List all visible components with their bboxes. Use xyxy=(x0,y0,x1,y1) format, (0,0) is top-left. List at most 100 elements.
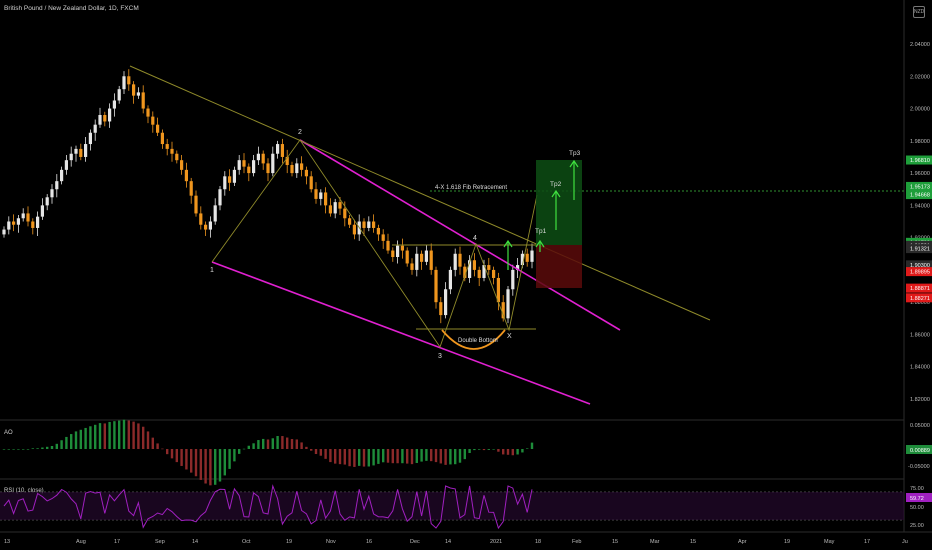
candle-body xyxy=(160,132,164,145)
ao-bar xyxy=(175,449,178,463)
ao-bar xyxy=(439,449,442,464)
time-tick-label: Feb xyxy=(572,539,581,545)
ao-bar xyxy=(223,449,226,476)
candle-body xyxy=(506,289,510,319)
ao-bar xyxy=(113,421,116,449)
ao-bar xyxy=(334,449,337,464)
candle-body xyxy=(280,144,284,157)
candle-body xyxy=(112,100,116,109)
candle-body xyxy=(108,108,112,122)
ao-bar xyxy=(204,449,207,484)
ao-bar xyxy=(17,449,20,450)
time-tick-label: 17 xyxy=(864,539,870,545)
candle-body xyxy=(256,153,260,161)
ao-bar xyxy=(228,449,231,469)
candle-body xyxy=(45,197,49,206)
price-tag-label: 1.95173 xyxy=(910,184,930,190)
ao-bar xyxy=(266,439,270,449)
rsi-value-tag: 59.72 xyxy=(910,496,924,502)
candle-body xyxy=(84,144,88,157)
candle-body xyxy=(93,124,97,133)
ao-bar xyxy=(324,449,327,459)
candle-body xyxy=(199,213,203,225)
candle-body xyxy=(223,176,227,190)
ao-bar xyxy=(233,449,236,462)
price-tag-bg xyxy=(906,244,932,254)
candle-body xyxy=(266,163,270,174)
candle-body xyxy=(136,92,140,96)
ao-bar xyxy=(247,445,250,449)
price-tags: 1.968101.951731.946681.917091.915211.913… xyxy=(906,155,932,303)
ao-bar xyxy=(74,431,78,449)
ao-bar xyxy=(142,426,145,449)
candle-body xyxy=(386,240,390,251)
ao-value-tag: 0.00889 xyxy=(910,448,930,454)
candle-body xyxy=(525,253,529,262)
ao-bar xyxy=(262,438,265,449)
ao-bar xyxy=(286,437,289,449)
ao-bar xyxy=(314,449,318,455)
candle-body xyxy=(156,124,160,133)
ao-bar xyxy=(161,448,164,450)
candle-body xyxy=(309,176,313,190)
currency-scale-icon[interactable]: NZD xyxy=(913,6,925,18)
candle-body xyxy=(343,208,347,219)
ao-bar xyxy=(2,449,6,450)
ao-bar xyxy=(410,449,414,465)
candle-body xyxy=(175,153,179,161)
price-tick-label: 1.88000 xyxy=(910,300,930,306)
candle-body xyxy=(12,221,16,225)
ao-bar xyxy=(295,439,298,449)
wave-label-x: X xyxy=(507,333,512,340)
fib-label: 4-X 1.618 Fib Retracement xyxy=(435,185,507,191)
candle-body xyxy=(74,148,78,154)
ao-bar xyxy=(252,443,255,449)
ao-tick-bottom: -0.05000 xyxy=(908,464,930,470)
time-axis[interactable]: 13 Aug 17 Sep 14 Oct 19 Nov 16 Dec 14 2021 18 Feb 15 Ma… xyxy=(4,539,908,545)
ao-bar xyxy=(122,419,126,449)
candle-body xyxy=(261,153,265,164)
candle-body xyxy=(453,253,457,270)
time-tick-label: 18 xyxy=(535,539,541,545)
candle-body xyxy=(103,115,107,122)
candle-body xyxy=(247,166,251,174)
price-tag-bg xyxy=(906,190,932,200)
candle-body xyxy=(516,265,520,270)
candle-body xyxy=(434,269,438,303)
price-tag-label: 1.91321 xyxy=(910,247,930,253)
ao-bar xyxy=(391,449,394,464)
wave-label-1: 1 xyxy=(210,267,214,274)
price-tag-label: 1.94668 xyxy=(910,193,930,199)
candle-body xyxy=(69,153,73,161)
ao-bar xyxy=(449,449,452,465)
ao-bar xyxy=(502,449,505,455)
ao-bar xyxy=(406,449,409,464)
candle-body xyxy=(40,205,44,217)
ao-bar xyxy=(7,449,10,450)
ao-bar xyxy=(94,424,97,449)
loss-zone xyxy=(536,245,582,288)
wave-label-4: 4 xyxy=(473,235,477,242)
ao-bar xyxy=(329,449,332,463)
candle-body xyxy=(170,148,174,154)
long-trend-line xyxy=(129,65,711,321)
candle-body xyxy=(530,250,534,262)
candle-body xyxy=(300,163,304,170)
candle-body xyxy=(511,269,515,290)
price-axis[interactable]: 2.04000 2.02000 2.00000 1.98000 1.96000 1.940… xyxy=(910,42,930,403)
rsi-title: RSI (10, close) xyxy=(4,488,44,494)
price-tick-label: 1.84000 xyxy=(910,365,930,371)
candle-body xyxy=(468,260,472,278)
price-tick-label: 2.04000 xyxy=(910,42,930,48)
time-tick-label: Dec xyxy=(410,539,420,545)
ao-bar xyxy=(146,431,150,449)
candle-body xyxy=(290,165,294,174)
candle-body xyxy=(26,213,30,222)
candle-body xyxy=(276,144,280,154)
ao-bar xyxy=(454,449,457,465)
ao-bar xyxy=(257,440,260,449)
candle-body xyxy=(21,213,25,219)
candle-body xyxy=(194,195,198,214)
candle-body xyxy=(88,132,92,145)
